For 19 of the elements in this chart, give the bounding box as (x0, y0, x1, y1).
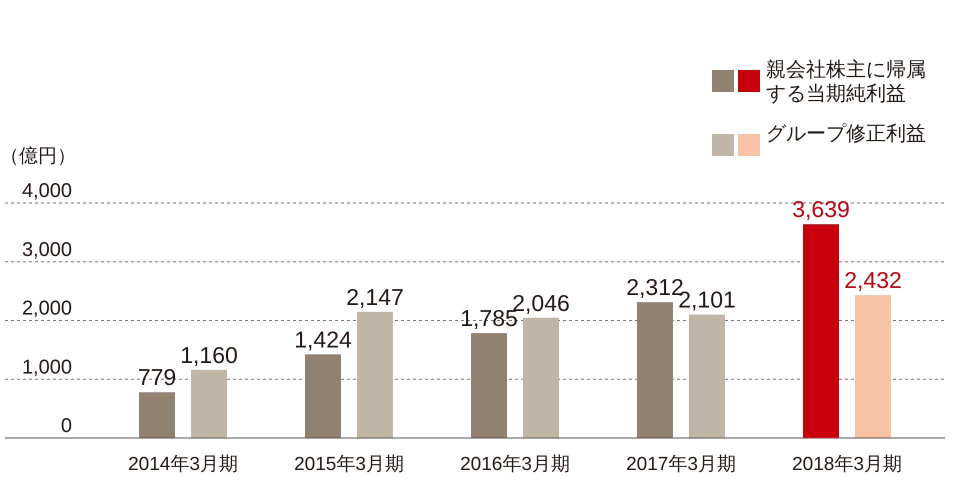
data-label: 1,160 (180, 342, 238, 368)
y-tick-label: 0 (60, 415, 72, 437)
x-tick-label: 2016年3月期 (460, 454, 570, 475)
y-tick-label: 4,000 (22, 180, 72, 202)
legend-label: 親会社株主に帰属する当期純利益 (766, 58, 926, 105)
y-tick-label: 1,000 (22, 356, 72, 378)
y-tick-label: 2,000 (22, 298, 72, 320)
x-tick-label: 2017年3月期 (626, 454, 736, 475)
data-label: 3,639 (792, 196, 850, 222)
data-label: 779 (138, 364, 176, 390)
legend-label: グループ修正利益 (766, 123, 926, 145)
data-label: 2,147 (346, 284, 404, 310)
x-tick-label: 2015年3月期 (294, 454, 404, 475)
x-tick-label: 2018年3月期 (792, 454, 902, 475)
data-label: 1,424 (294, 326, 352, 352)
x-tick-label: 2014年3月期 (128, 454, 238, 475)
y-tick-label: 3,000 (22, 238, 72, 261)
data-label: 2,432 (844, 267, 902, 294)
y-axis-title: （億円） (0, 146, 76, 167)
